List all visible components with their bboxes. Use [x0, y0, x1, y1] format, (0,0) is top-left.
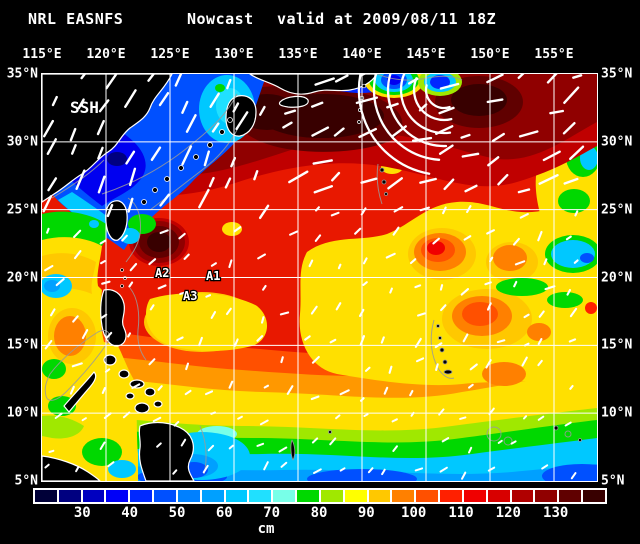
lat-label-left: 25°N [6, 202, 38, 218]
colorbar-cell [320, 490, 343, 502]
colorbar-tick: 130 [543, 505, 569, 521]
colorbar-cell [344, 490, 367, 502]
ssh-map: SSH A2 A1 A3 [42, 74, 597, 481]
colorbar-tick: 120 [495, 505, 521, 521]
colorbar-tick: 110 [448, 505, 474, 521]
colorbar-cell [201, 490, 224, 502]
colorbar-cell [35, 490, 57, 502]
mindanao [138, 421, 195, 481]
pacific-islands [290, 167, 582, 461]
lat-label-left: 30°N [6, 134, 38, 150]
palawan [63, 371, 97, 413]
colorbar-cell [559, 490, 582, 502]
lon-label: 125°E [150, 47, 190, 62]
lat-label-right: 25°N [601, 202, 633, 218]
colorbar-cell [440, 490, 462, 502]
lon-label: 115°E [22, 47, 62, 62]
lat-label-left: 15°N [6, 337, 38, 353]
lon-label: 150°E [470, 47, 510, 62]
ryukyu-islands [141, 117, 233, 205]
colorbar-tick: 50 [168, 505, 186, 521]
lat-label-right: 15°N [601, 337, 633, 353]
title-run-type: Nowcast [187, 10, 254, 28]
eddy-streamlines [357, 74, 453, 175]
lat-label-right: 30°N [601, 134, 633, 150]
lat-label-right: 10°N [601, 405, 633, 421]
lat-label-right: 20°N [601, 270, 633, 285]
lon-label: 145°E [406, 47, 446, 62]
lat-label-left: 5°N [14, 473, 38, 489]
colorbar-cell [225, 490, 248, 502]
lon-label: 135°E [278, 47, 318, 62]
title-program: NRL EASNFS [28, 10, 124, 28]
colorbar-cell [273, 490, 296, 502]
lon-label: 130°E [214, 47, 254, 62]
colorbar-tick: 60 [215, 505, 233, 521]
colorbar-cell [463, 490, 486, 502]
lat-label-right: 35°N [601, 66, 633, 82]
ssh-colorbar [33, 488, 607, 504]
colorbar-tick: 100 [401, 505, 427, 521]
map-text-labels: SSH A2 A1 A3 [70, 98, 222, 304]
colorbar-tick: 40 [121, 505, 139, 521]
colorbar-cell [416, 490, 439, 502]
borneo [42, 455, 101, 481]
station-label-a1: A1 [206, 269, 220, 283]
colorbar-cell [130, 490, 153, 502]
colorbar-cell [106, 490, 129, 502]
colorbar-cell [58, 490, 81, 502]
colorbar-tick: 70 [263, 505, 281, 521]
colorbar-cell [535, 490, 558, 502]
station-label-a2: A2 [155, 266, 169, 280]
shikoku [278, 95, 309, 108]
lat-label-left: 20°N [6, 270, 38, 285]
colorbar-tick: 30 [73, 505, 91, 521]
lat-label-left: 10°N [6, 405, 38, 421]
lat-label-right: 5°N [601, 473, 625, 489]
colorbar-cell [154, 490, 176, 502]
colorbar-cell [583, 490, 605, 502]
colorbar-cell [82, 490, 105, 502]
colorbar-cell [368, 490, 391, 502]
lon-label: 155°E [534, 47, 574, 62]
title-valid-time: valid at 2009/08/11 18Z [277, 10, 497, 28]
colorbar-tick: 90 [357, 505, 375, 521]
map-frame: SSH A2 A1 A3 [41, 73, 598, 482]
station-label-a3: A3 [183, 289, 197, 303]
current-vectors [42, 74, 585, 480]
graticule [42, 74, 597, 481]
lat-label-left: 35°N [6, 66, 38, 82]
colorbar-cell [392, 490, 415, 502]
colorbar-cell [177, 490, 200, 502]
colorbar-cell [511, 490, 534, 502]
colorbar-cell [249, 490, 272, 502]
colorbar-cell [487, 490, 510, 502]
field-label-ssh: SSH [70, 98, 99, 117]
colorbar-tick: 80 [310, 505, 328, 521]
colorbar-cell [297, 490, 319, 502]
lon-label: 140°E [342, 47, 382, 62]
lon-label: 120°E [86, 47, 126, 62]
colorbar-unit-label: cm [257, 521, 275, 537]
mindoro [103, 354, 117, 366]
